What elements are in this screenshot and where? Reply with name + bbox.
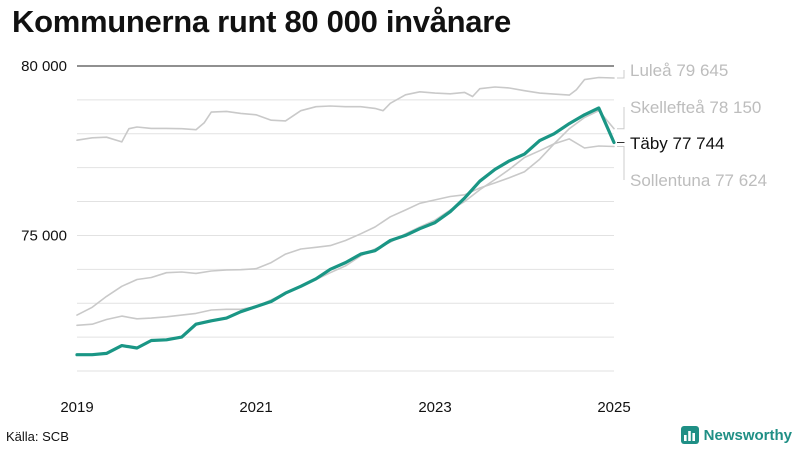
chart-title: Kommunerna runt 80 000 invånare: [12, 4, 511, 39]
y-tick-label: 80 000: [21, 58, 67, 75]
y-tick-label: 75 000: [21, 227, 67, 244]
series-label-täby: Täby 77 744: [630, 134, 725, 153]
brand-name: Newsworthy: [703, 426, 792, 444]
series-line-sollentuna: [76, 138, 615, 327]
label-connector: [617, 107, 625, 130]
label-connector: [617, 146, 625, 180]
brand-logo: Newsworthy: [680, 426, 792, 444]
series-labels: Luleå 79 645 Skellefteå 78 150 Täby 77 744…: [617, 61, 767, 190]
x-tick-label: 2021: [239, 399, 272, 416]
series-label-sollentuna: Sollentuna 77 624: [630, 171, 767, 190]
series-line-täby: [75, 106, 616, 357]
source-note: Källa: SCB: [6, 429, 69, 444]
series-label-skellefteå: Skellefteå 78 150: [630, 98, 761, 117]
x-tick-label: 2019: [60, 399, 93, 416]
newsworthy-logo-icon: [680, 426, 699, 444]
series-line-luleå: [76, 76, 615, 143]
x-tick-label: 2025: [597, 399, 630, 416]
x-tick-label: 2023: [418, 399, 451, 416]
series-label-luleå: Luleå 79 645: [630, 61, 728, 80]
label-connector: [617, 70, 625, 79]
label-connector: [617, 142, 625, 143]
grid-lines: [77, 65, 614, 372]
axes: 75 000 80 000 2019 2021 2023 2025: [21, 58, 631, 416]
series-line-skellefteå: [76, 109, 615, 316]
series-lines: [75, 76, 616, 357]
